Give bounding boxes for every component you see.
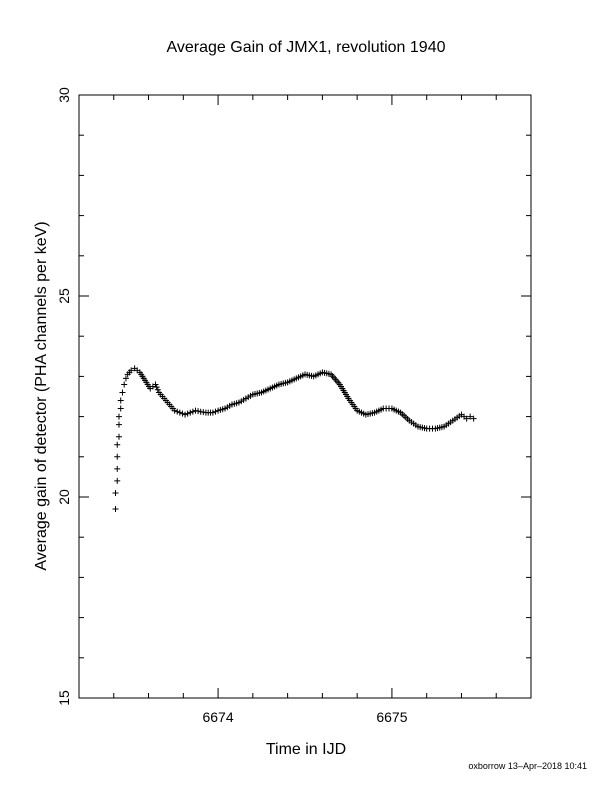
y-axis-tick-labels: 15 20 25 30	[56, 87, 72, 706]
data-point	[463, 415, 470, 422]
x-axis-ticks	[78, 95, 532, 698]
data-point	[117, 405, 124, 412]
data-point	[470, 415, 477, 422]
y-axis-ticks	[79, 94, 531, 699]
data-point	[114, 441, 121, 448]
data-point	[115, 413, 122, 420]
data-point	[187, 409, 194, 416]
x-axis-tick-labels: 6674 6675	[202, 709, 407, 725]
x-tick-label: 6675	[376, 709, 407, 725]
y-tick-label: 15	[56, 690, 72, 706]
chart-title: Average Gain of JMX1, revolution 1940	[167, 39, 446, 56]
y-tick-label: 25	[56, 288, 72, 304]
data-point	[209, 409, 216, 416]
data-point	[122, 375, 129, 382]
data-point	[195, 408, 202, 415]
data-point	[192, 407, 199, 414]
data-series	[112, 365, 477, 513]
y-tick-label: 20	[56, 489, 72, 505]
data-point	[171, 407, 178, 414]
data-point	[114, 465, 121, 472]
data-point	[467, 413, 474, 420]
data-point	[114, 477, 121, 484]
y-axis-label: Average gain of detector (PHA channels p…	[33, 221, 50, 570]
data-point	[176, 409, 183, 416]
data-point	[119, 389, 126, 396]
data-point	[117, 397, 124, 404]
x-tick-label: 6674	[202, 709, 233, 725]
data-point	[121, 381, 128, 388]
data-point	[182, 411, 189, 418]
footer-credit: oxborrow 13–Apr–2018 10:41	[468, 761, 587, 771]
data-point	[128, 367, 135, 374]
data-point	[189, 408, 196, 415]
data-point	[112, 506, 119, 513]
data-point	[212, 408, 219, 415]
data-point	[152, 381, 159, 388]
x-axis-label: Time in IJD	[266, 741, 346, 758]
data-point	[112, 489, 119, 496]
data-point	[179, 410, 186, 417]
data-point	[184, 410, 191, 417]
data-point	[154, 386, 161, 393]
data-point	[174, 408, 181, 415]
data-point	[115, 433, 122, 440]
data-point	[115, 421, 122, 428]
data-point	[153, 384, 160, 391]
data-point	[114, 453, 121, 460]
plot-frame	[78, 94, 532, 699]
y-tick-label: 30	[56, 87, 72, 103]
